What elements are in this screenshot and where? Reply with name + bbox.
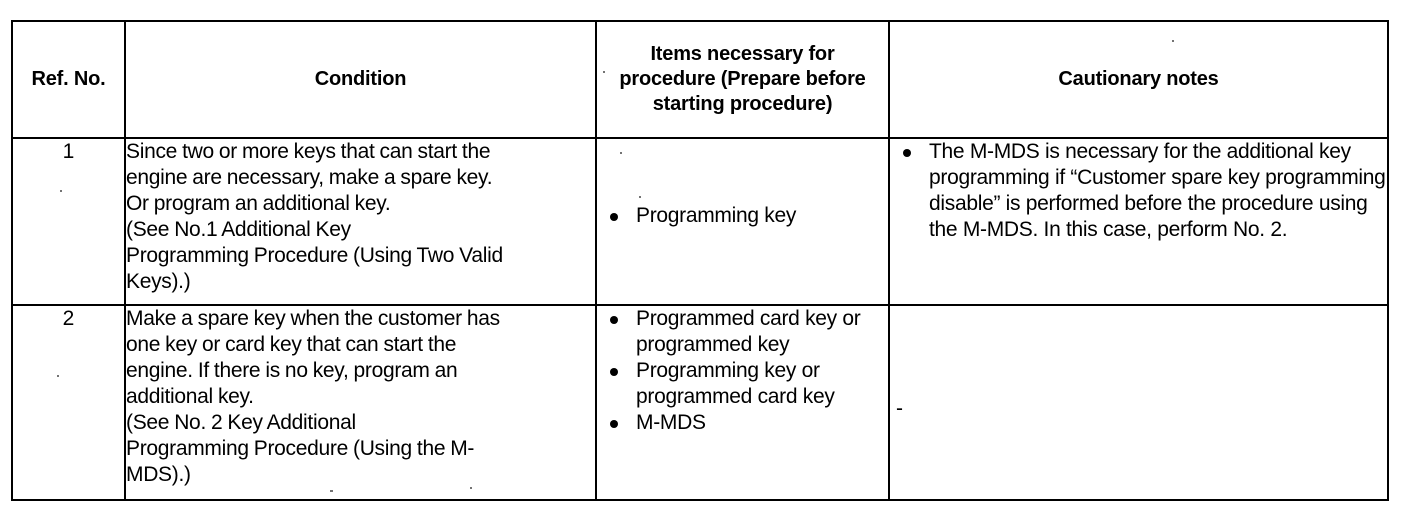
bullet-dot-icon bbox=[610, 213, 618, 221]
condition-line: MDS).) bbox=[126, 463, 191, 487]
scan-speck bbox=[60, 190, 62, 192]
cell-ref-no-2: 2 bbox=[11, 304, 126, 501]
list-item-label: Programming key or programmed card key bbox=[636, 359, 835, 409]
empty-value-dash: - bbox=[896, 397, 903, 421]
cell-items-2: Programmed card key or programmed key Pr… bbox=[595, 304, 890, 501]
cell-condition-2: Make a spare key when the customer has o… bbox=[124, 304, 597, 501]
cell-items-1: Programming key bbox=[595, 136, 890, 307]
table-header-row: Ref. No. Condition Items necessary for p… bbox=[11, 20, 1389, 139]
condition-line: Make a spare key when the customer has bbox=[126, 307, 500, 331]
list-item: The M-MDS is necessary for the additiona… bbox=[890, 139, 1387, 243]
column-header-condition-label: Condition bbox=[314, 68, 407, 90]
scan-speck bbox=[620, 152, 622, 154]
condition-line: additional key. bbox=[126, 385, 254, 409]
column-header-items-label: Items necessary for procedure (Prepare b… bbox=[619, 43, 866, 115]
key-programming-table: Ref. No. Condition Items necessary for p… bbox=[11, 20, 1389, 501]
column-header-cautionary-notes: Cautionary notes bbox=[888, 20, 1389, 139]
condition-line: Or program an additional key. bbox=[126, 192, 391, 215]
list-item-label: M-MDS bbox=[636, 411, 706, 435]
condition-line: one key or card key that can start the bbox=[126, 333, 457, 357]
items-list-2: Programmed card key or programmed key Pr… bbox=[597, 306, 888, 436]
items-list-1: Programming key bbox=[597, 203, 796, 229]
items-vertical-center: Programming key bbox=[597, 139, 888, 293]
column-header-ref-no-label: Ref. No. bbox=[31, 68, 106, 90]
notes-list-1: The M-MDS is necessary for the additiona… bbox=[890, 139, 1387, 243]
scan-speck bbox=[603, 71, 605, 73]
table-row: 2 Make a spare key when the customer has… bbox=[11, 304, 1389, 501]
scan-speck bbox=[470, 487, 472, 489]
cell-ref-no-1: 1 bbox=[11, 136, 126, 307]
condition-line: Programming Procedure (Using Two Valid bbox=[126, 244, 503, 267]
column-header-condition: Condition bbox=[124, 20, 597, 139]
scan-speck bbox=[639, 196, 641, 198]
table-row: 1 Since two or more keys that can start … bbox=[11, 136, 1389, 307]
bullet-dot-icon bbox=[610, 368, 618, 377]
condition-line: Keys).) bbox=[126, 270, 191, 293]
condition-line: (See No.1 Additional Key bbox=[126, 218, 351, 241]
list-item-label: Programmed card key or programmed key bbox=[636, 307, 861, 357]
cell-condition-1: Since two or more keys that can start th… bbox=[124, 136, 597, 307]
list-item-label: The M-MDS is necessary for the additiona… bbox=[929, 140, 1386, 241]
scan-speck bbox=[1172, 40, 1174, 42]
column-header-ref-no: Ref. No. bbox=[11, 20, 126, 139]
condition-line: engine. If there is no key, program an bbox=[126, 359, 458, 383]
condition-line: Since two or more keys that can start th… bbox=[126, 140, 491, 163]
scan-speck bbox=[57, 375, 59, 377]
column-header-cautionary-notes-label: Cautionary notes bbox=[1058, 68, 1219, 90]
cell-cautionary-notes-2: - bbox=[888, 304, 1389, 501]
list-item: Programmed card key or programmed key bbox=[597, 306, 888, 358]
list-item-label: Programming key bbox=[636, 204, 797, 227]
column-header-items: Items necessary for procedure (Prepare b… bbox=[595, 20, 890, 139]
list-item: Programming key bbox=[597, 203, 796, 229]
list-item: M-MDS bbox=[597, 410, 888, 436]
bullet-dot-icon bbox=[610, 420, 618, 429]
condition-line: (See No. 2 Key Additional bbox=[126, 411, 356, 435]
bullet-dot-icon bbox=[610, 316, 618, 325]
bullet-dot-icon bbox=[903, 149, 911, 157]
cell-cautionary-notes-1: The M-MDS is necessary for the additiona… bbox=[888, 136, 1389, 307]
list-item: Programming key or programmed card key bbox=[597, 358, 888, 410]
condition-line: Programming Procedure (Using the M- bbox=[126, 437, 475, 461]
scan-speck bbox=[330, 490, 333, 492]
condition-line: engine are necessary, make a spare key. bbox=[126, 166, 493, 189]
